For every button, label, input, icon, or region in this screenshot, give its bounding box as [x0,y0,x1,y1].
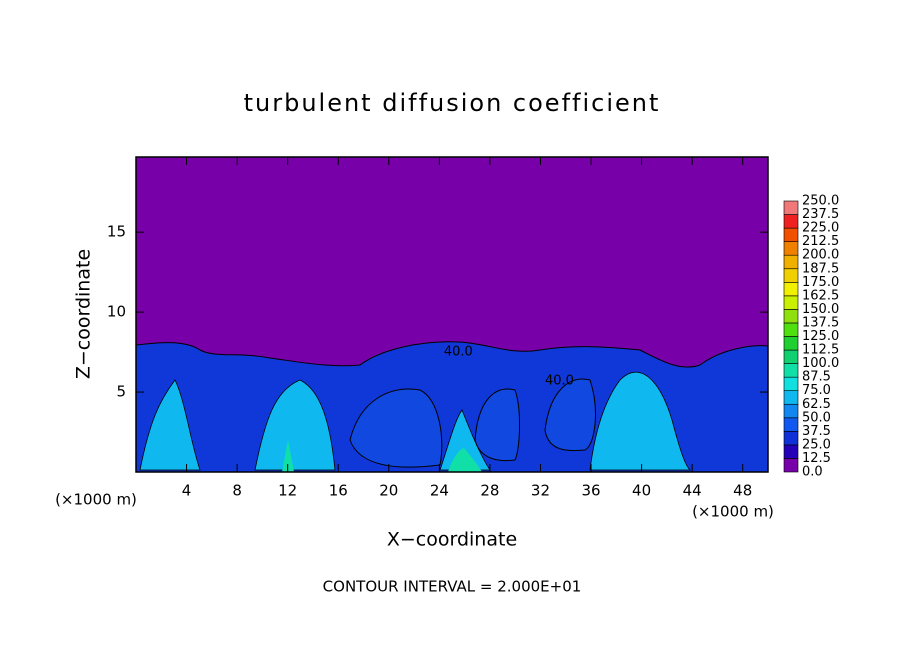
y-tick-label: 10 [107,303,126,321]
colorbar-label: 50.0 [802,410,831,425]
x-tick-label: 28 [480,482,499,500]
colorbar-label: 87.5 [802,370,831,385]
colorbar-box [783,458,799,473]
field-region [282,440,482,472]
x-unit-label: (×1000 m) [692,503,774,521]
colorbar-box [783,268,799,283]
field-region [139,371,691,471]
x-axis-label: X−coordinate [387,529,517,551]
colorbar-box [783,200,799,215]
colorbar-box [783,281,799,297]
colorbar-box [783,254,799,270]
colorbar-label: 237.5 [802,207,839,222]
colorbar-label: 150.0 [802,302,839,317]
x-tick-label: 12 [278,482,297,500]
y-axis-label: Z−coordinate [73,249,95,379]
colorbar-label: 0.0 [802,465,823,480]
contour-label: 40.0 [545,373,574,388]
colorbar-box [783,214,799,229]
x-tick-label: 44 [683,482,702,500]
colorbar-label: 250.0 [802,194,839,209]
x-tick-label: 48 [733,482,752,500]
colorbar-box [783,403,799,419]
colorbar-label: 62.5 [802,397,831,412]
colorbar-box [783,431,799,446]
field [135,157,769,473]
colorbar-box [783,227,799,242]
colorbar-box [783,376,799,391]
colorbar-label: 162.5 [802,288,839,303]
colorbar-label: 175.0 [802,275,839,290]
y-tick-label: 15 [107,223,126,241]
y-tick-label: 5 [116,383,126,401]
colorbar-box [783,417,799,432]
colorbar-box [783,444,799,459]
colorbar-label: 112.5 [802,343,839,358]
chart-title: turbulent diffusion coefficient [244,89,661,117]
colorbar-label: 100.0 [802,356,839,371]
colorbar-box [783,336,799,351]
x-tick-label: 4 [182,482,192,500]
colorbar-label: 12.5 [802,451,831,466]
x-tick-label: 20 [379,482,398,500]
colorbar-label: 137.5 [802,315,839,330]
colorbar-label: 37.5 [802,424,831,439]
x-tick-label: 24 [430,482,449,500]
colorbar-label: 212.5 [802,234,839,249]
footer-note: CONTOUR INTERVAL = 2.000E+01 [323,578,582,596]
plot-frame [135,156,769,473]
x-unit-label: (×1000 m) [55,491,137,509]
x-tick-label: 36 [581,482,600,500]
x-tick-label: 32 [531,482,550,500]
colorbar-label: 200.0 [802,248,839,263]
field-region [349,378,596,468]
x-tick-label: 16 [329,482,348,500]
colorbar-box [783,241,799,256]
colorbar-label: 125.0 [802,329,839,344]
colorbar-label: 25.0 [802,437,831,452]
colorbar-box [783,322,799,337]
colorbar-box [783,363,799,378]
colorbar-box [783,390,799,405]
colorbar-label: 225.0 [802,221,839,236]
x-tick-label: 40 [632,482,651,500]
colorbar-label: 75.0 [802,383,831,398]
contour-label: 40.0 [444,345,473,360]
colorbar-box [783,349,799,364]
x-tick-label: 8 [232,482,242,500]
colorbar-label: 187.5 [802,261,839,276]
colorbar-box [783,295,799,310]
colorbar-box [783,309,799,324]
